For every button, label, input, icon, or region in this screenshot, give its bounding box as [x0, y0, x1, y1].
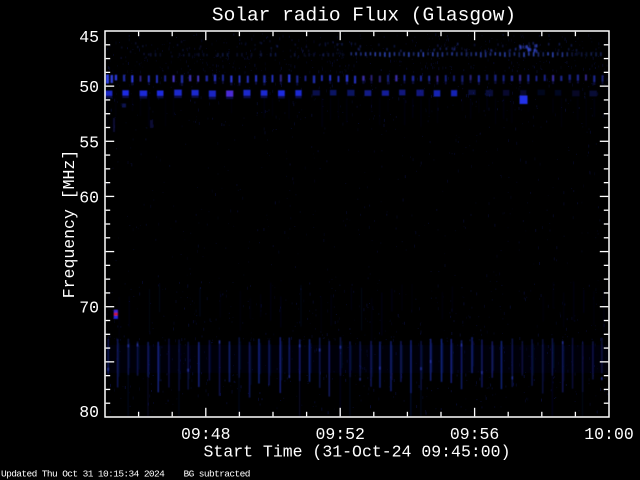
- svg-text:50: 50: [79, 78, 99, 97]
- svg-text:09:56: 09:56: [450, 425, 500, 444]
- svg-text:10:00: 10:00: [584, 425, 634, 444]
- svg-text:Frequency [MHz]: Frequency [MHz]: [60, 150, 79, 299]
- svg-text:70: 70: [79, 299, 99, 318]
- svg-text:09:48: 09:48: [181, 425, 231, 444]
- svg-text:Updated Thu Oct 31 10:15:34 20: Updated Thu Oct 31 10:15:34 2024: [1, 469, 165, 480]
- svg-text:09:52: 09:52: [315, 425, 365, 444]
- svg-text:45: 45: [79, 28, 99, 47]
- svg-text:Start Time (31-Oct-24 09:45:00: Start Time (31-Oct-24 09:45:00): [204, 443, 511, 462]
- svg-text:55: 55: [79, 133, 99, 152]
- svg-text:Solar radio Flux (Glasgow): Solar radio Flux (Glasgow): [212, 5, 516, 27]
- svg-text:80: 80: [79, 403, 99, 422]
- svg-text:BG subtracted: BG subtracted: [184, 469, 250, 480]
- svg-text:60: 60: [79, 188, 99, 207]
